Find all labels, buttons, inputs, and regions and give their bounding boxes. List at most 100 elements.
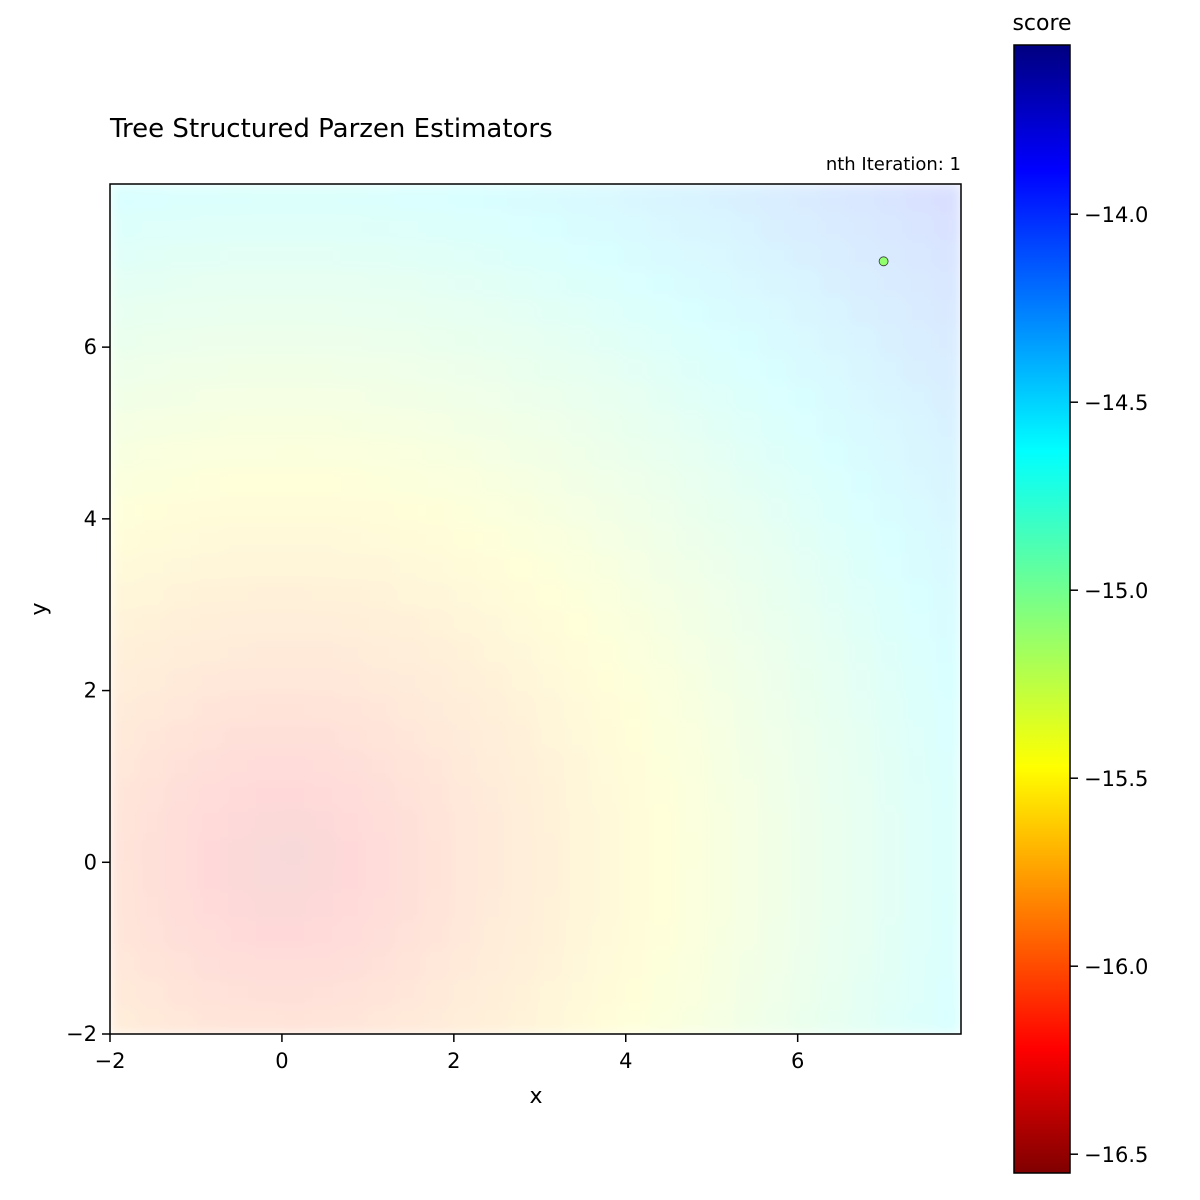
surface-cell (535, 637, 565, 667)
surface-cell (393, 524, 423, 554)
surface-cell (620, 835, 650, 865)
surface-cell (478, 354, 508, 384)
surface-cell (223, 835, 253, 865)
surface-cell (677, 920, 707, 950)
surface-cell (677, 325, 707, 355)
surface-cell (875, 382, 906, 412)
surface-cell (251, 807, 281, 837)
surface-cell (138, 637, 168, 667)
surface-cell (478, 580, 508, 610)
surface-cell (762, 977, 792, 1007)
surface-cell (790, 864, 820, 894)
surface-cell (762, 552, 792, 582)
surface-cell (393, 410, 423, 440)
surface-cell (734, 240, 764, 270)
surface-cell (110, 920, 140, 950)
surface-cell (819, 495, 849, 525)
surface-cell (762, 750, 792, 780)
colorbar: score −14.0 −14.5 −15.0 −15.5 −16.0 −16.5 (1012, 11, 1148, 1174)
surface-cell (620, 269, 650, 299)
surface-cell (166, 949, 196, 979)
surface-cell (251, 949, 281, 979)
surface-cell (592, 977, 622, 1007)
surface-cell (110, 835, 140, 865)
surface-cell (734, 949, 764, 979)
surface-cell (734, 467, 764, 497)
surface-cell (847, 552, 877, 582)
surface-cell (308, 722, 338, 752)
surface-cell (422, 977, 452, 1007)
surface-cell (875, 552, 906, 582)
surface-cell (195, 977, 225, 1007)
surface-cell (422, 949, 452, 979)
surface-cell (478, 977, 508, 1007)
surface-cell (705, 552, 735, 582)
surface-cell (762, 694, 792, 724)
surface-cell (507, 807, 537, 837)
surface-cell (195, 864, 225, 894)
surface-cell (336, 240, 367, 270)
surface-cell (195, 382, 225, 412)
surface-cell (336, 920, 367, 950)
surface-cell (223, 892, 253, 922)
surface-cell (563, 694, 594, 724)
surface-cell (790, 892, 820, 922)
surface-cell (195, 637, 225, 667)
surface-cell (649, 750, 679, 780)
surface-cell (734, 212, 764, 242)
surface-cell (649, 835, 679, 865)
surface-cell (904, 410, 934, 440)
colorbar-tick-label: −15.5 (1084, 767, 1148, 791)
surface-cell (478, 212, 508, 242)
surface-cell (790, 269, 820, 299)
surface-cell (563, 892, 594, 922)
surface-cell (535, 1005, 565, 1034)
surface-cell (649, 977, 679, 1007)
surface-cell (166, 637, 196, 667)
surface-cell (620, 184, 650, 214)
surface-cell (251, 439, 281, 469)
surface-cell (308, 495, 338, 525)
surface-cell (195, 439, 225, 469)
surface-cell (166, 240, 196, 270)
surface-cell (904, 779, 934, 809)
surface-cell (308, 184, 338, 214)
surface-cell (138, 552, 168, 582)
surface-cell (251, 694, 281, 724)
surface-cell (819, 269, 849, 299)
surface-cell (393, 864, 423, 894)
surface-cell (762, 240, 792, 270)
surface-cell (251, 297, 281, 327)
surface-cell (336, 665, 367, 695)
surface-cell (450, 722, 480, 752)
surface-cell (280, 1005, 310, 1034)
surface-cell (904, 694, 934, 724)
surface-cell (478, 297, 508, 327)
surface-cell (308, 297, 338, 327)
surface-cell (649, 269, 679, 299)
surface-cell (563, 580, 594, 610)
surface-cell (819, 779, 849, 809)
surface-cell (223, 410, 253, 440)
surface-cell (620, 524, 650, 554)
surface-cell (592, 410, 622, 440)
surface-cell (932, 864, 961, 894)
surface-cell (251, 1005, 281, 1034)
surface-cell (280, 977, 310, 1007)
surface-cell (734, 269, 764, 299)
surface-cell (308, 665, 338, 695)
surface-cell (705, 892, 735, 922)
surface-cell (507, 184, 537, 214)
surface-cell (393, 920, 423, 950)
surface-cell (734, 1005, 764, 1034)
surface-cell (649, 920, 679, 950)
surface-cell (847, 410, 877, 440)
surface-cell (393, 439, 423, 469)
surface-cell (932, 269, 961, 299)
sample-point (878, 256, 889, 267)
surface-cell (847, 807, 877, 837)
surface-cell (393, 552, 423, 582)
surface-cell (734, 325, 764, 355)
surface-cell (563, 184, 594, 214)
surface-cell (734, 750, 764, 780)
